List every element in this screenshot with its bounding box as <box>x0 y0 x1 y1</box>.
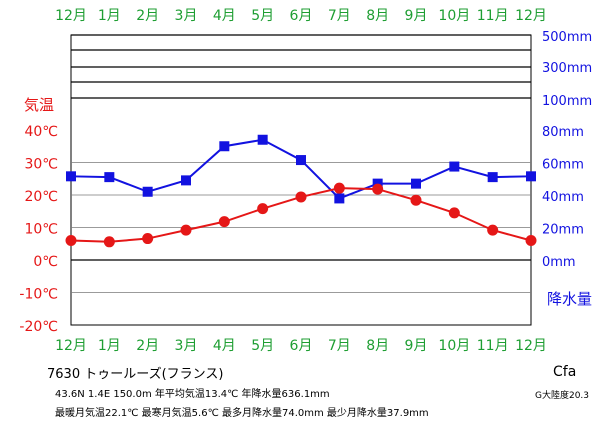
precipitation-tick: 80mm <box>542 125 584 140</box>
month-label: 6月 <box>290 338 313 354</box>
month-label: 2月 <box>136 8 159 24</box>
bottom-month-labels: 12月 1月 2月 3月 4月 5月 6月 7月 8月 9月 10月 11月 12月 <box>55 338 547 354</box>
temperature-point <box>180 224 192 236</box>
month-label: 11月 <box>477 8 509 24</box>
month-label: 10月 <box>438 8 470 24</box>
top-month-labels: 12月 1月 2月 3月 4月 5月 6月 7月 8月 9月 10月 11月 12月 <box>55 8 547 24</box>
precipitation-point <box>526 171 536 182</box>
month-label: 4月 <box>213 338 236 354</box>
temperature-point <box>487 224 499 236</box>
precipitation-point <box>449 161 460 172</box>
month-label: 2月 <box>136 338 159 354</box>
temperature-point <box>525 235 537 246</box>
month-label: 8月 <box>366 338 389 354</box>
precipitation-point <box>296 155 306 166</box>
temperature-point <box>218 216 230 228</box>
temperature-tick: 0℃ <box>33 254 58 270</box>
precipitation-point <box>219 141 230 152</box>
precipitation-point <box>66 171 76 182</box>
precipitation-axis-label: 降水量 <box>547 290 592 308</box>
temperature-tick: 30℃ <box>24 157 58 173</box>
month-label: 12月 <box>55 338 87 354</box>
grid <box>70 34 532 326</box>
temperature-point <box>103 236 115 248</box>
station-extremes: 最暖月気温22.1℃ 最寒月気温5.6℃ 最多月降水量74.0mm 最少月降水量… <box>55 408 429 419</box>
precipitation-point <box>104 172 115 183</box>
month-label: 12月 <box>515 8 547 24</box>
month-label: 5月 <box>251 8 274 24</box>
precipitation-tick: 20mm <box>542 223 584 238</box>
precipitation-upper-tick: 300mm <box>542 61 592 76</box>
month-label: 8月 <box>366 8 389 24</box>
temperature-point <box>65 235 77 246</box>
temperature-tick: 40℃ <box>24 124 58 140</box>
plot-frame <box>70 34 532 326</box>
month-label: 9月 <box>405 338 428 354</box>
month-label: 5月 <box>251 338 274 354</box>
precipitation-point <box>334 193 345 204</box>
temperature-point <box>448 207 460 219</box>
temperature-tick: -10℃ <box>19 287 58 303</box>
month-label: 1月 <box>98 338 121 354</box>
station-summary: 43.6N 1.4E 150.0m 年平均気温13.4℃ 年降水量636.1mm <box>55 389 330 400</box>
precipitation-point <box>411 178 421 189</box>
month-label: 12月 <box>515 338 547 354</box>
temperature-tick: 20℃ <box>24 189 58 205</box>
precipitation-point <box>487 172 498 183</box>
temperature-tick: -20℃ <box>19 319 58 335</box>
precipitation-tick: 60mm <box>542 158 584 173</box>
temperature-point <box>295 191 307 203</box>
month-label: 6月 <box>290 8 313 24</box>
precipitation-line <box>70 138 532 200</box>
precipitation-tick: 40mm <box>542 190 584 205</box>
month-label: 9月 <box>405 8 428 24</box>
station-name: 7630 トゥールーズ(フランス) <box>47 367 224 382</box>
month-label: 3月 <box>175 338 198 354</box>
temperature-point <box>142 233 154 245</box>
month-label: 3月 <box>175 8 198 24</box>
precipitation-point <box>372 178 383 189</box>
continentality-index: G大陸度20.3 <box>535 391 590 401</box>
temperature-tick: 10℃ <box>24 222 58 238</box>
month-label: 12月 <box>55 8 87 24</box>
temperature-axis-label: 気温 <box>24 96 54 114</box>
precipitation-upper-tick: 100mm <box>542 94 592 109</box>
precipitation-upper-tick: 500mm <box>542 30 592 45</box>
temperature-point <box>257 203 269 215</box>
month-label: 7月 <box>328 338 351 354</box>
precipitation-tick: 0mm <box>542 255 576 270</box>
precipitation-point <box>181 175 191 186</box>
month-label: 4月 <box>213 8 236 24</box>
precipitation-point <box>257 134 268 145</box>
month-label: 1月 <box>98 8 121 24</box>
precipitation-series <box>66 134 536 204</box>
precipitation-tick-labels: 500mm 300mm 100mm 80mm 60mm 40mm 20mm 0mm <box>542 30 592 270</box>
temperature-point <box>410 194 422 206</box>
month-label: 11月 <box>477 338 509 354</box>
month-label: 10月 <box>438 338 470 354</box>
temperature-tick-labels: 40℃ 30℃ 20℃ 10℃ 0℃ -10℃ -20℃ <box>19 124 58 335</box>
temperature-point <box>372 183 384 195</box>
temperature-point <box>333 182 345 194</box>
climate-class: Cfa <box>553 364 577 380</box>
precipitation-point <box>142 186 153 197</box>
temperature-series <box>65 182 537 248</box>
month-label: 7月 <box>328 8 351 24</box>
